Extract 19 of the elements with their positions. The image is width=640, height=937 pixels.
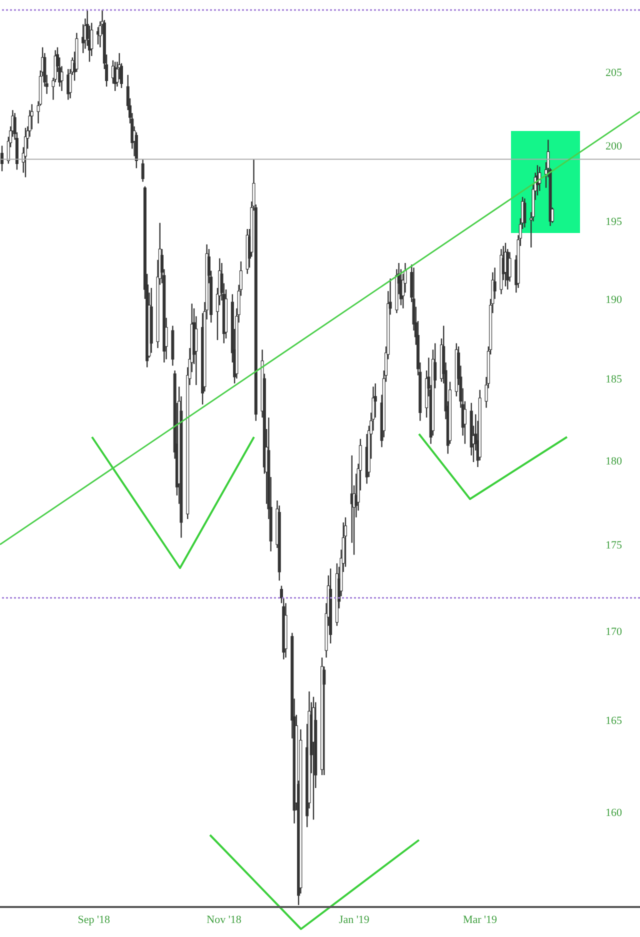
y-tick-label: 185 xyxy=(606,373,622,386)
candlestick xyxy=(24,127,27,178)
candlestick xyxy=(320,656,324,776)
y-tick-label: 190 xyxy=(606,294,622,306)
y-tick-label: 205 xyxy=(606,66,622,79)
x-tick-label: Jan '19 xyxy=(338,914,370,926)
y-tick-label: 180 xyxy=(606,455,622,468)
y-tick-label: 160 xyxy=(606,807,622,820)
y-tick-label: 200 xyxy=(606,140,622,153)
x-tick-label: Mar '19 xyxy=(462,914,498,926)
y-tick-label: 165 xyxy=(606,715,622,728)
x-tick-label: Sep '18 xyxy=(78,914,110,926)
x-tick-label: Nov '18 xyxy=(206,914,242,926)
y-tick-label: 170 xyxy=(606,626,622,638)
y-tick-label: 195 xyxy=(606,216,622,228)
y-tick-label: 175 xyxy=(606,539,622,552)
candlestick xyxy=(523,198,526,228)
candlestick xyxy=(0,145,4,172)
candlestick xyxy=(141,158,144,182)
